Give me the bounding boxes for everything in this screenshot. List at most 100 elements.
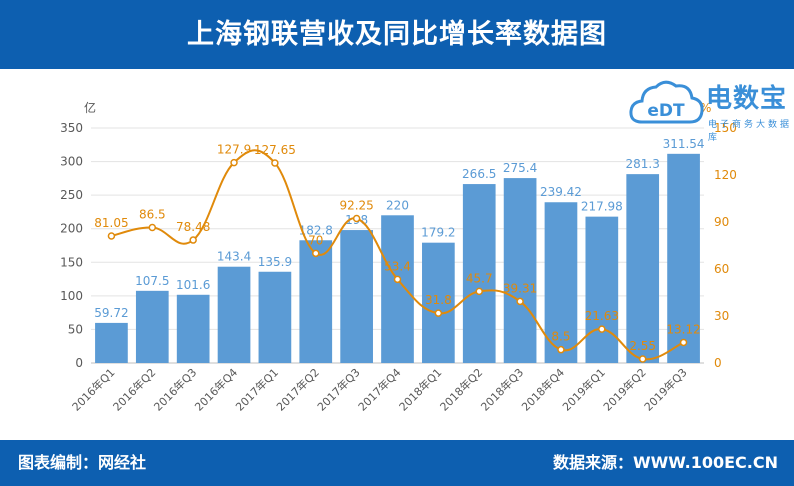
left-tick-label: 250 bbox=[60, 188, 83, 202]
category-label: 2019年Q2 bbox=[600, 365, 649, 414]
category-label: 2019年Q3 bbox=[641, 365, 690, 414]
bar bbox=[299, 240, 333, 363]
right-tick-label: 0 bbox=[714, 356, 722, 370]
growth-rate-label: 39.31 bbox=[503, 281, 537, 295]
growth-rate-label: 8.5 bbox=[551, 330, 570, 344]
growth-rate-point bbox=[557, 345, 565, 354]
right-tick-label: 120 bbox=[714, 168, 737, 182]
left-tick-label: 350 bbox=[60, 121, 83, 135]
bar bbox=[503, 178, 537, 363]
category-label: 2017年Q2 bbox=[273, 365, 322, 414]
growth-rate-label: 70 bbox=[308, 233, 323, 247]
left-tick-label: 100 bbox=[60, 289, 83, 303]
bar-value-label: 182.8 bbox=[299, 223, 333, 237]
bar bbox=[95, 322, 128, 363]
growth-rate-point bbox=[271, 159, 279, 167]
growth-rate-label: 13.12 bbox=[666, 322, 700, 336]
bar-value-label: 59.72 bbox=[94, 306, 128, 320]
category-label: 2017年Q1 bbox=[232, 365, 281, 414]
category-label: 2018年Q1 bbox=[396, 365, 445, 414]
growth-rate-point bbox=[230, 158, 238, 167]
footer-banner: 图表编制：网经社 数据来源：WWW.100EC.CN bbox=[0, 440, 794, 486]
growth-rate-point bbox=[393, 275, 402, 284]
category-label: 2016年Q2 bbox=[110, 365, 159, 414]
growth-rate-point bbox=[312, 249, 320, 258]
bar bbox=[667, 153, 700, 363]
growth-rate-label: 53.4 bbox=[384, 259, 411, 273]
category-label: 2016年Q4 bbox=[192, 365, 241, 414]
bar-value-label: 135.9 bbox=[258, 255, 292, 269]
left-axis-unit: 亿 bbox=[84, 100, 96, 115]
right-tick-label: 30 bbox=[714, 309, 729, 323]
growth-rate-label: 81.05 bbox=[94, 216, 128, 230]
bar-value-label: 311.54 bbox=[663, 137, 705, 151]
category-label: 2018年Q2 bbox=[437, 365, 486, 414]
footer-credit: 图表编制：网经社 bbox=[18, 453, 147, 472]
bar bbox=[258, 271, 292, 363]
bar bbox=[217, 266, 251, 363]
growth-rate-point bbox=[679, 338, 688, 347]
growth-rate-label: 78.48 bbox=[176, 220, 210, 234]
category-label: 2017年Q4 bbox=[355, 365, 404, 414]
bar-value-label: 217.98 bbox=[581, 200, 623, 214]
growth-rate-label: 45.7 bbox=[466, 271, 493, 285]
growth-rate-label: 127.9 bbox=[217, 143, 251, 157]
bar-value-label: 266.5 bbox=[462, 167, 496, 181]
logo-brand-name: 电数宝 bbox=[706, 84, 788, 114]
category-label: 2017年Q3 bbox=[314, 365, 363, 414]
logo-mark: eDT bbox=[647, 101, 685, 121]
left-tick-label: 150 bbox=[60, 255, 83, 269]
footer-source: 数据来源：WWW.100EC.CN bbox=[552, 453, 778, 472]
bar-value-label: 179.2 bbox=[421, 226, 455, 240]
growth-rate-point bbox=[475, 287, 483, 296]
growth-rate-point bbox=[516, 297, 524, 306]
right-tick-label: 60 bbox=[714, 262, 729, 276]
bar-value-label: 275.4 bbox=[503, 161, 537, 175]
chart-title: 上海钢联营收及同比增长率数据图 bbox=[187, 19, 607, 50]
logo-subtitle: 电子商务大数据库 bbox=[708, 120, 793, 143]
left-tick-label: 300 bbox=[60, 155, 83, 169]
bar-value-label: 220 bbox=[386, 198, 409, 212]
right-axis-unit: % bbox=[700, 101, 711, 115]
growth-rate-label: 127.65 bbox=[254, 143, 296, 157]
bar bbox=[381, 215, 414, 363]
bar bbox=[544, 202, 578, 363]
bar-value-label: 281.3 bbox=[626, 157, 660, 171]
cloud-logo-icon: eDT bbox=[629, 80, 704, 124]
bar bbox=[176, 294, 210, 363]
growth-rate-point bbox=[598, 325, 606, 333]
right-tick-label: 150 bbox=[714, 121, 737, 135]
growth-rate-label: 31.8 bbox=[425, 293, 452, 307]
growth-rate-label: 92.25 bbox=[339, 198, 373, 212]
growth-rate-point bbox=[148, 223, 157, 232]
bar-value-label: 101.6 bbox=[176, 278, 210, 292]
bar bbox=[462, 184, 496, 363]
growth-rate-point bbox=[189, 236, 197, 244]
category-label: 2019年Q1 bbox=[559, 365, 608, 414]
category-label: 2016年Q1 bbox=[69, 365, 118, 414]
left-tick-label: 50 bbox=[68, 322, 83, 336]
category-label: 2018年Q3 bbox=[478, 365, 527, 414]
bar bbox=[626, 174, 660, 363]
bar-value-label: 239.42 bbox=[540, 185, 582, 199]
revenue-growth-chart: 0 50 100 150 200 250 300 350 0 30 60 90 120 150 亿 % 59.7… bbox=[60, 100, 737, 414]
growth-rate-label: 2.55 bbox=[629, 339, 656, 353]
brand-logo: eDT 电数宝 电子商务大数据库 bbox=[628, 74, 794, 143]
growth-rate-point bbox=[107, 232, 116, 240]
bar bbox=[422, 242, 455, 363]
bar bbox=[340, 230, 373, 363]
growth-rate-label: 86.5 bbox=[139, 207, 166, 221]
growth-rate-line bbox=[111, 149, 685, 361]
right-tick-label: 90 bbox=[714, 215, 729, 229]
bar-value-label: 107.5 bbox=[135, 274, 169, 288]
category-label: 2016年Q3 bbox=[151, 365, 200, 414]
bar-value-label: 143.4 bbox=[217, 250, 251, 264]
growth-rate-point bbox=[434, 309, 443, 317]
left-tick-label: 200 bbox=[60, 222, 83, 236]
growth-rate-point bbox=[352, 214, 361, 223]
left-tick-label: 0 bbox=[75, 356, 83, 370]
header-banner: 上海钢联营收及同比增长率数据图 bbox=[0, 0, 794, 69]
bar bbox=[585, 216, 619, 363]
bar bbox=[135, 290, 169, 363]
